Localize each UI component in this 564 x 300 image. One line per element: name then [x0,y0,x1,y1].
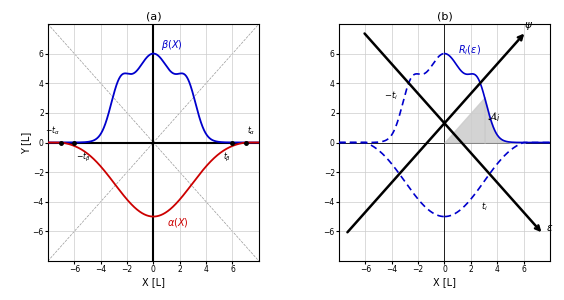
Text: $t_\beta$: $t_\beta$ [223,151,231,164]
Text: $-t_\beta$: $-t_\beta$ [76,151,90,164]
Text: $R_i(\epsilon)$: $R_i(\epsilon)$ [457,44,481,57]
Text: $\epsilon$: $\epsilon$ [546,224,553,233]
Text: $t_i$: $t_i$ [481,200,488,213]
Text: $-t_\alpha$: $-t_\alpha$ [45,125,60,137]
Text: $\beta(X)$: $\beta(X)$ [161,38,183,52]
Text: $\psi$: $\psi$ [523,20,532,32]
Y-axis label: Y [L]: Y [L] [21,131,31,154]
Title: (a): (a) [146,12,161,22]
X-axis label: X [L]: X [L] [433,277,456,287]
Title: (b): (b) [437,12,452,22]
Text: $\alpha(X)$: $\alpha(X)$ [166,216,188,229]
Text: $-t_i$: $-t_i$ [384,89,398,102]
X-axis label: X [L]: X [L] [142,277,165,287]
Text: $t_\alpha$: $t_\alpha$ [247,125,255,137]
Text: $\mathcal{A}_i$: $\mathcal{A}_i$ [487,110,500,124]
